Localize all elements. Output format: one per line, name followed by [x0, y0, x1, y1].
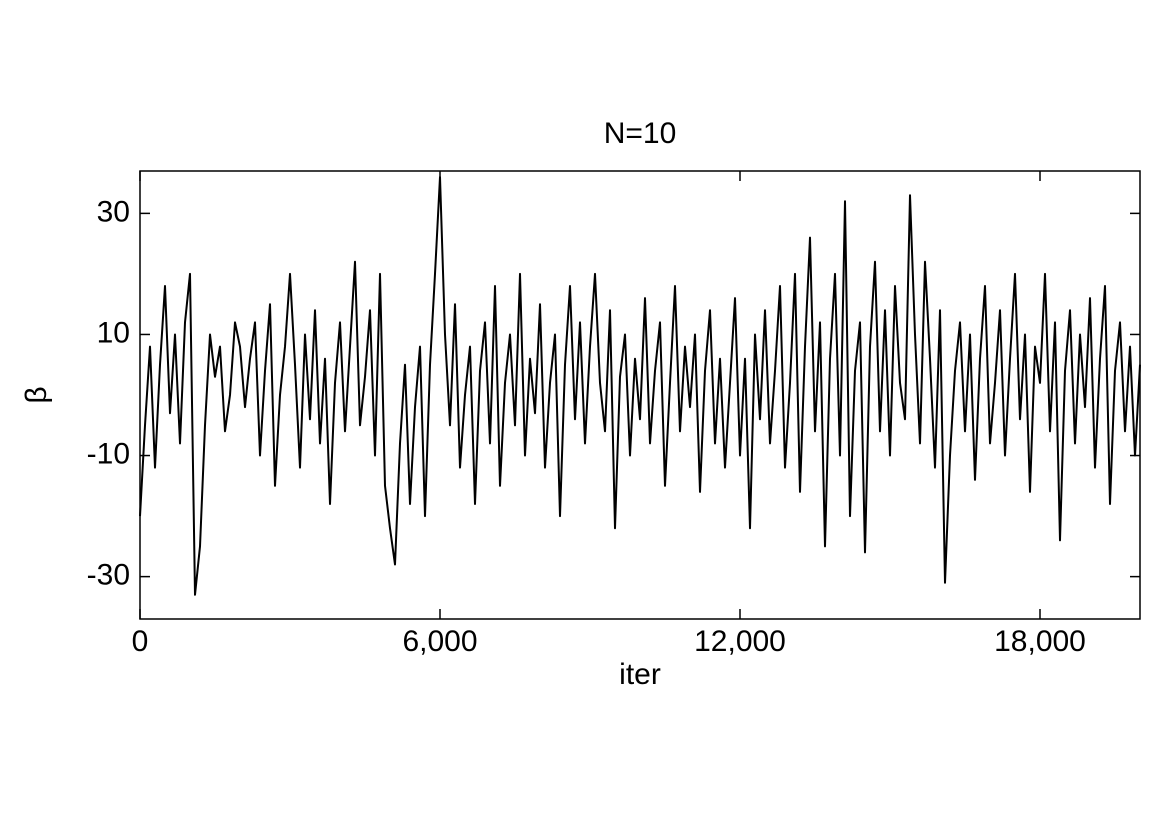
plot-frame: [139, 170, 1141, 620]
y-tick-label: -30: [87, 559, 130, 592]
y-axis-label: β: [20, 386, 53, 403]
x-tick-label: 6,000: [402, 625, 477, 658]
y-tick-label: 30: [97, 195, 130, 228]
x-tick-label: 12,000: [694, 625, 786, 658]
x-tick-label: 18,000: [994, 625, 1086, 658]
y-tick-label: -10: [87, 437, 130, 470]
x-axis-label: iter: [619, 658, 661, 691]
chart-title: N=10: [604, 117, 677, 150]
x-tick-label: 0: [132, 625, 149, 658]
y-tick-label: 10: [97, 316, 130, 349]
trace-line: [139, 176, 1141, 596]
